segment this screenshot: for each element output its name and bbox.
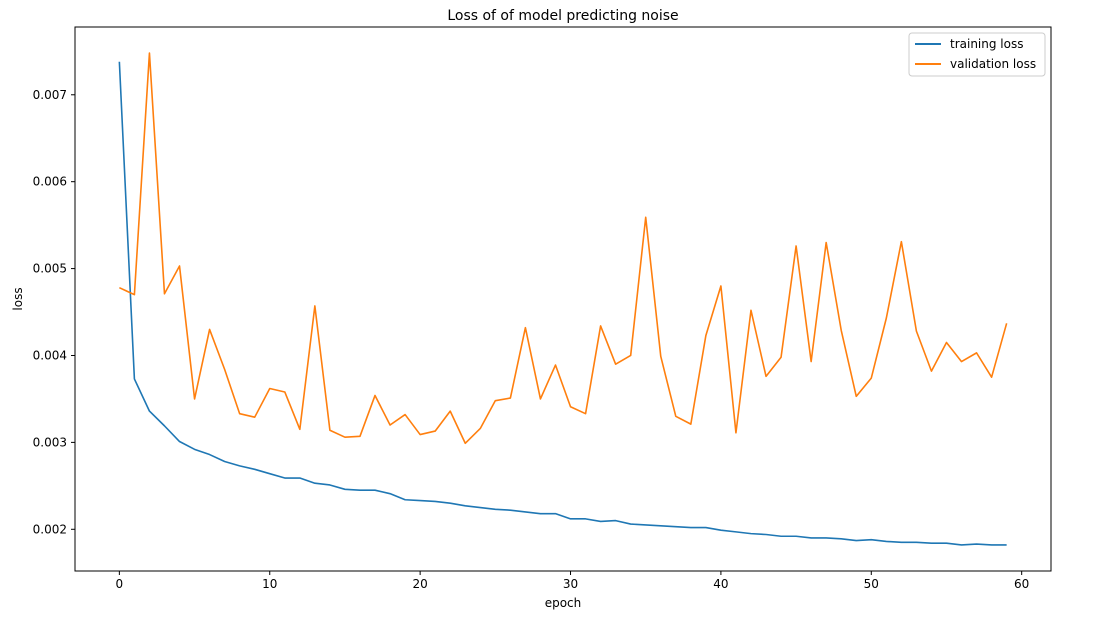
y-axis: 0.002 0.003 0.004 0.005 0.006 0.007 (33, 88, 75, 536)
y-tick-label: 0.005 (33, 262, 67, 276)
y-tick-label: 0.004 (33, 348, 67, 362)
x-axis: 0 10 20 30 40 50 60 (116, 571, 1029, 591)
y-tick-label: 0.006 (33, 175, 67, 189)
legend: training loss validation loss (908, 32, 1046, 77)
y-axis-label: loss (11, 287, 25, 310)
axes-frame (74, 26, 1052, 572)
y-tick-label: 0.003 (33, 435, 67, 449)
series-line-training-loss (118, 61, 1007, 546)
series-layer (118, 52, 1008, 546)
legend-label-training-loss: training loss (950, 37, 1023, 51)
x-tick-label: 20 (412, 577, 427, 591)
x-tick-label: 0 (116, 577, 124, 591)
x-tick-label: 60 (1014, 577, 1029, 591)
x-tick-label: 10 (262, 577, 277, 591)
legend-box (908, 32, 1046, 77)
series-line-validation-loss (119, 52, 1008, 445)
x-tick-label: 50 (864, 577, 879, 591)
legend-label-validation-loss: validation loss (950, 57, 1036, 71)
x-axis-label: epoch (545, 596, 582, 610)
x-tick-label: 30 (563, 577, 578, 591)
y-tick-label: 0.002 (33, 522, 67, 536)
plot-area (74, 26, 1052, 572)
y-tick-label: 0.007 (33, 88, 67, 102)
x-tick-label: 40 (713, 577, 728, 591)
chart-title: Loss of of model predicting noise (447, 8, 678, 24)
